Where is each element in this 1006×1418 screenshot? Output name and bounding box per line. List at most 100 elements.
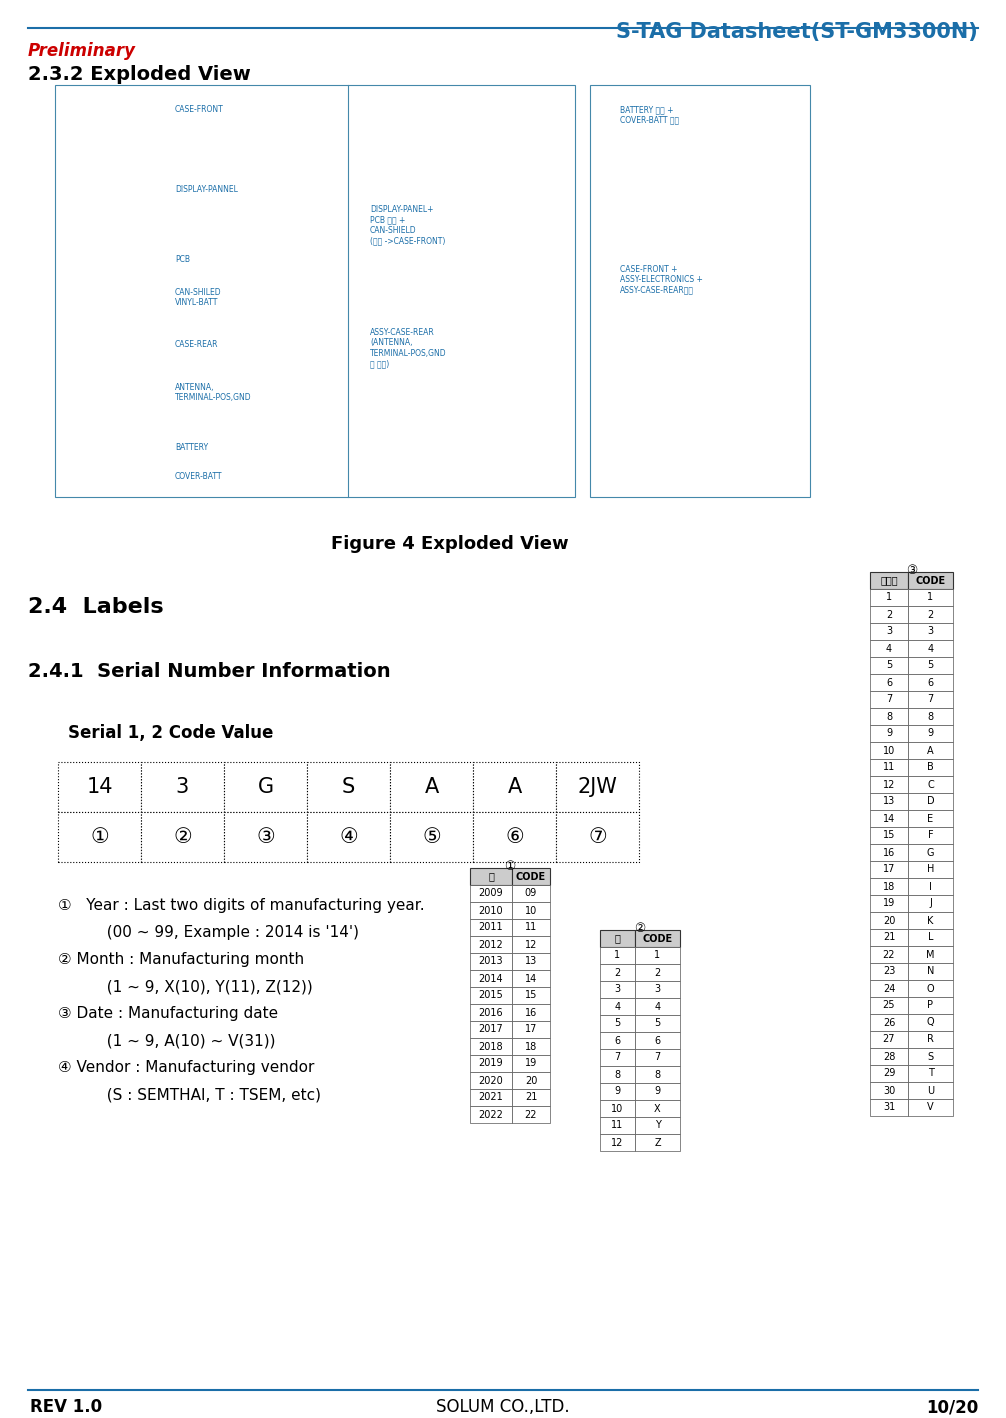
Bar — [600, 1066, 635, 1083]
Text: 6: 6 — [615, 1035, 621, 1045]
Bar — [908, 844, 953, 861]
Bar — [908, 1048, 953, 1065]
Bar — [512, 953, 550, 970]
Text: 2018: 2018 — [479, 1041, 503, 1052]
Text: 2: 2 — [886, 610, 892, 620]
Bar — [870, 878, 908, 895]
Bar — [635, 1100, 680, 1117]
Bar — [908, 571, 953, 588]
Bar — [470, 1106, 512, 1123]
Bar — [870, 895, 908, 912]
Text: F: F — [928, 831, 934, 841]
Bar — [512, 1072, 550, 1089]
Text: 2016: 2016 — [479, 1008, 503, 1018]
Text: Q: Q — [927, 1018, 935, 1028]
Text: ASSY-CASE-REAR
(ANTENNA,
TERMINAL-POS,GND
열 충전): ASSY-CASE-REAR (ANTENNA, TERMINAL-POS,GN… — [370, 328, 447, 369]
Bar — [908, 1099, 953, 1116]
Bar — [470, 1021, 512, 1038]
Text: ②: ② — [173, 827, 192, 847]
Bar — [635, 998, 680, 1015]
Bar — [470, 936, 512, 953]
Bar — [870, 1082, 908, 1099]
Text: 18: 18 — [525, 1041, 537, 1052]
Text: 7: 7 — [886, 695, 892, 705]
Text: 11: 11 — [612, 1120, 624, 1130]
Text: 8: 8 — [655, 1069, 661, 1079]
Bar — [556, 761, 639, 813]
Text: 2015: 2015 — [479, 991, 503, 1001]
Text: (1 ~ 9, A(10) ~ V(31)): (1 ~ 9, A(10) ~ V(31)) — [58, 1032, 276, 1048]
Text: BATTERY 삽입 +
COVER-BATT 조립: BATTERY 삽입 + COVER-BATT 조립 — [620, 105, 679, 125]
Bar — [512, 987, 550, 1004]
Bar — [635, 1117, 680, 1134]
Text: 7: 7 — [654, 1052, 661, 1062]
Text: 17: 17 — [883, 865, 895, 875]
Text: Y: Y — [655, 1120, 660, 1130]
Text: (S : SEMTHAI, T : TSEM, etc): (S : SEMTHAI, T : TSEM, etc) — [58, 1088, 321, 1102]
Text: 9: 9 — [655, 1086, 661, 1096]
Bar — [307, 761, 390, 813]
Bar — [635, 947, 680, 964]
Text: ⑦: ⑦ — [589, 827, 607, 847]
Text: 2019: 2019 — [479, 1058, 503, 1069]
Bar — [870, 640, 908, 657]
Text: 22: 22 — [525, 1109, 537, 1119]
Text: 30: 30 — [883, 1086, 895, 1096]
Text: 1: 1 — [928, 593, 934, 603]
Bar — [470, 1089, 512, 1106]
Bar — [908, 912, 953, 929]
Bar — [908, 963, 953, 980]
Text: J: J — [930, 899, 932, 909]
Bar — [870, 827, 908, 844]
Text: 11: 11 — [525, 923, 537, 933]
Text: 10: 10 — [883, 746, 895, 756]
Bar — [635, 930, 680, 947]
Bar — [908, 946, 953, 963]
Text: ② Month : Manufacturing month: ② Month : Manufacturing month — [58, 951, 304, 967]
Text: A: A — [928, 746, 934, 756]
Bar — [590, 85, 810, 496]
Text: 31: 31 — [883, 1103, 895, 1113]
Text: 3: 3 — [615, 984, 621, 994]
Text: 3: 3 — [176, 777, 189, 797]
Bar — [635, 981, 680, 998]
Text: 9: 9 — [886, 729, 892, 739]
Text: Serial 1, 2 Code Value: Serial 1, 2 Code Value — [68, 725, 274, 742]
Text: 11: 11 — [883, 763, 895, 773]
Bar — [870, 623, 908, 640]
Text: ③: ③ — [905, 564, 917, 577]
Text: I: I — [930, 882, 932, 892]
Bar — [470, 1072, 512, 1089]
Text: S: S — [342, 777, 355, 797]
Text: Z: Z — [654, 1137, 661, 1147]
Bar — [600, 1100, 635, 1117]
Bar — [635, 964, 680, 981]
Text: 09: 09 — [525, 889, 537, 899]
Text: (1 ~ 9, X(10), Y(11), Z(12)): (1 ~ 9, X(10), Y(11), Z(12)) — [58, 978, 313, 994]
Bar — [870, 912, 908, 929]
Text: DISPLAY-PANEL+
PCB 전체 +
CAN-SHIELD
(삽입 ->CASE-FRONT): DISPLAY-PANEL+ PCB 전체 + CAN-SHIELD (삽입 -… — [370, 206, 446, 245]
Bar — [512, 1038, 550, 1055]
Text: 2012: 2012 — [479, 940, 503, 950]
Bar — [470, 970, 512, 987]
Text: S: S — [928, 1052, 934, 1062]
Text: 8: 8 — [928, 712, 934, 722]
Text: N: N — [927, 967, 935, 977]
Bar — [141, 761, 224, 813]
Bar — [870, 1065, 908, 1082]
Bar — [870, 929, 908, 946]
Bar — [908, 674, 953, 691]
Bar — [512, 970, 550, 987]
Text: ①: ① — [504, 859, 516, 873]
Text: 23: 23 — [883, 967, 895, 977]
Text: X: X — [654, 1103, 661, 1113]
Text: 26: 26 — [883, 1018, 895, 1028]
Text: V: V — [928, 1103, 934, 1113]
Bar — [224, 761, 307, 813]
Text: Figure 4 Exploded View: Figure 4 Exploded View — [331, 535, 568, 553]
Bar — [600, 1117, 635, 1134]
Text: ⑥: ⑥ — [505, 827, 524, 847]
Text: 15: 15 — [883, 831, 895, 841]
Bar — [870, 861, 908, 878]
Text: 13: 13 — [883, 797, 895, 807]
